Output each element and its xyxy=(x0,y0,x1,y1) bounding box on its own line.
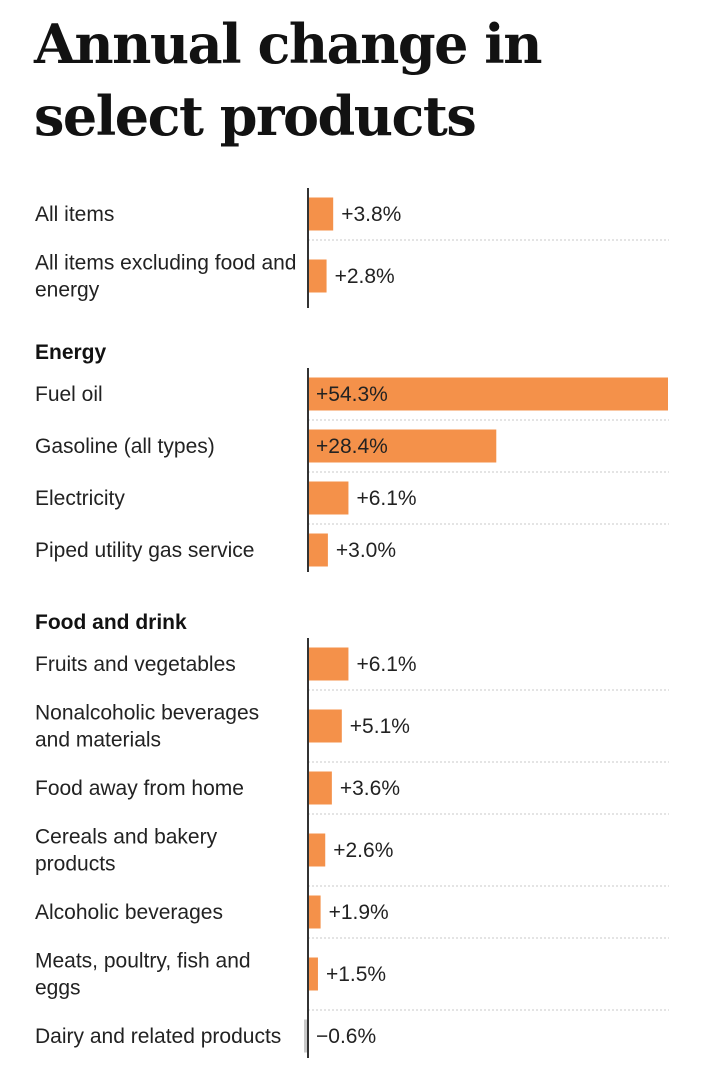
chart-title-wrap: Annual change in select products xyxy=(34,8,684,152)
category-label: Alcoholic beverages xyxy=(35,901,223,924)
value-label: +2.6% xyxy=(333,839,393,862)
bar xyxy=(308,833,326,867)
value-label: +6.1% xyxy=(356,653,416,676)
value-label: +3.0% xyxy=(336,539,396,562)
bar xyxy=(308,957,318,991)
value-label: +1.5% xyxy=(326,963,386,986)
value-label: +3.6% xyxy=(340,777,400,800)
category-label: Gasoline (all types) xyxy=(35,435,215,458)
value-label: +6.1% xyxy=(356,487,416,510)
bar xyxy=(308,429,497,463)
bar xyxy=(308,895,321,929)
category-label: Fuel oil xyxy=(35,383,103,406)
category-label: All items excluding food and energy xyxy=(35,252,297,302)
group-heading: Energy xyxy=(35,341,107,364)
category-label: Cereals and bakery products xyxy=(35,826,218,876)
bar xyxy=(308,771,332,805)
category-label: All items xyxy=(35,203,114,226)
category-label: Electricity xyxy=(35,487,125,510)
bar xyxy=(308,481,349,515)
category-label: Food away from home xyxy=(35,777,244,800)
bar xyxy=(308,377,668,411)
value-label: +3.8% xyxy=(341,203,401,226)
category-label: Meats, poultry, fish and eggs xyxy=(35,950,251,1000)
bar xyxy=(308,197,334,231)
bar xyxy=(308,709,342,743)
value-label: +5.1% xyxy=(350,715,410,738)
bar xyxy=(308,647,349,681)
value-label: +2.8% xyxy=(335,265,395,288)
group-heading: Food and drink xyxy=(35,611,187,634)
value-label: +54.3% xyxy=(316,383,388,406)
bar xyxy=(308,533,328,567)
category-label: Dairy and related products xyxy=(35,1025,281,1048)
category-label: Nonalcoholic beverages and materials xyxy=(35,702,259,752)
category-label: Fruits and vegetables xyxy=(35,653,236,676)
bar xyxy=(308,259,327,293)
chart-title: Annual change in select products xyxy=(34,12,543,148)
value-label: +1.9% xyxy=(329,901,389,924)
category-label: Piped utility gas service xyxy=(35,539,254,562)
value-label: +28.4% xyxy=(316,435,388,458)
value-label: −0.6% xyxy=(316,1025,376,1048)
bar xyxy=(304,1019,308,1053)
